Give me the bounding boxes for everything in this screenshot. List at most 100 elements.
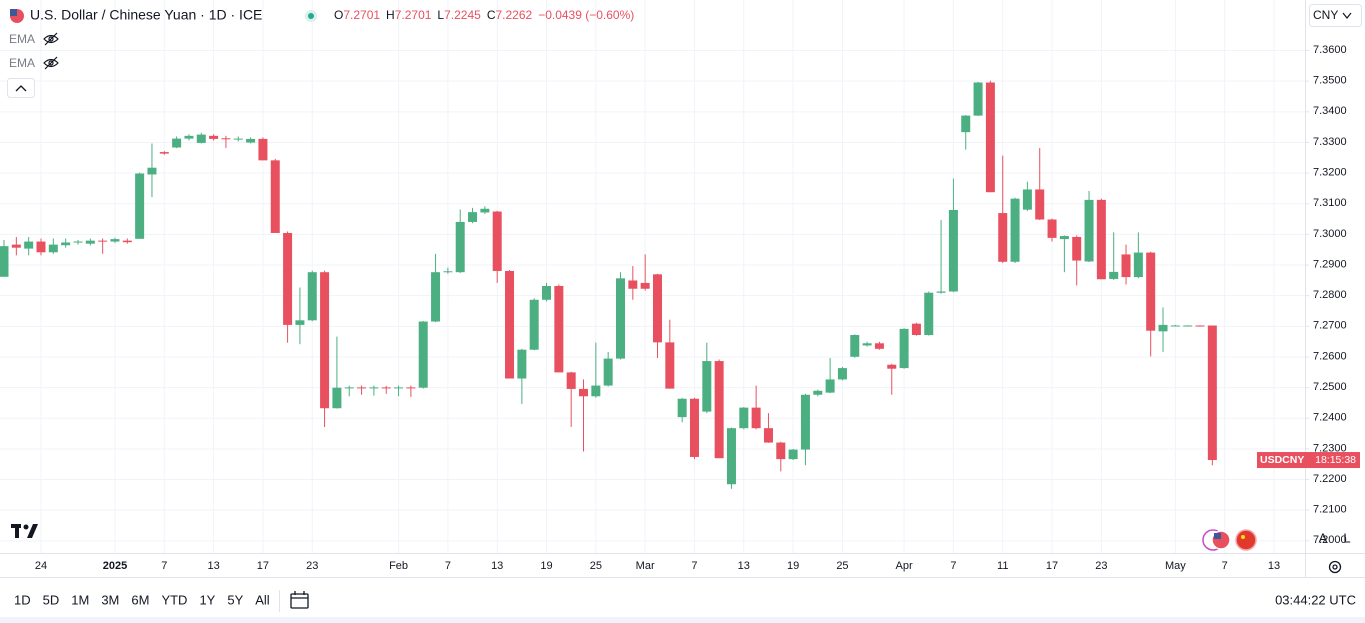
y-tick-label: 7.3300 bbox=[1313, 136, 1347, 148]
candle-body bbox=[1010, 198, 1020, 262]
candle-body bbox=[591, 385, 601, 397]
ohlc-legend: O7.2701 H7.2701 L7.2245 C7.2262 −0.0439 (−0.… bbox=[334, 8, 634, 22]
candle-body bbox=[517, 349, 527, 379]
candle-body bbox=[936, 291, 946, 293]
candle-body bbox=[320, 272, 330, 409]
candle-body bbox=[172, 138, 182, 148]
candle-body bbox=[369, 387, 379, 389]
bottom-strip bbox=[0, 617, 1365, 623]
range-button[interactable]: 1D bbox=[14, 592, 31, 607]
y-tick-label: 7.2300 bbox=[1313, 442, 1347, 454]
scale-buttons[interactable]: A L bbox=[1319, 530, 1351, 545]
x-tick-label: Mar bbox=[636, 560, 655, 572]
y-tick-label: 7.2500 bbox=[1313, 381, 1347, 393]
price-axis: 7.2000 7.2100 7.2200 7.2300 7.2400 7.2500 7.26… bbox=[1305, 44, 1347, 546]
candle-body bbox=[566, 372, 576, 389]
x-tick-label: 2025 bbox=[103, 560, 127, 572]
price-label-box bbox=[1257, 452, 1360, 469]
candle-body bbox=[837, 368, 847, 380]
candle-body bbox=[431, 272, 441, 322]
symbol-title: U.S. Dollar / Chinese Yuan · 1D · ICE bbox=[30, 7, 262, 23]
range-button[interactable]: 1M bbox=[71, 592, 89, 607]
range-toolbar: 1D 5D 1M 3M 6M YTD 1Y 5Y All bbox=[14, 592, 270, 607]
candle-body bbox=[11, 244, 21, 248]
ohlc-value: 7.2701 bbox=[395, 8, 432, 22]
candle-body bbox=[800, 394, 810, 450]
x-tick-label: 7 bbox=[950, 560, 956, 572]
range-button[interactable]: 5Y bbox=[227, 592, 243, 607]
candle-body bbox=[221, 138, 231, 140]
range-button[interactable]: 3M bbox=[101, 592, 119, 607]
candle-body bbox=[1183, 325, 1193, 327]
ohlc-value: 7.2245 bbox=[444, 8, 481, 22]
x-tick-label: 7 bbox=[1222, 560, 1228, 572]
candle-body bbox=[270, 160, 280, 233]
candle-body bbox=[1072, 236, 1082, 261]
ohlc-label: H bbox=[386, 8, 395, 22]
ohlc-value: 7.2701 bbox=[343, 8, 380, 22]
candle-body bbox=[1109, 271, 1119, 279]
auto-scale-button[interactable]: A bbox=[1319, 530, 1328, 545]
candle-body bbox=[948, 209, 958, 292]
candle-body bbox=[48, 244, 58, 253]
candle-body bbox=[726, 428, 736, 485]
candle-body bbox=[394, 387, 404, 389]
candle-body bbox=[418, 321, 428, 388]
candle-body bbox=[862, 343, 872, 346]
candle-body bbox=[1121, 254, 1131, 278]
indicator-name: EMA bbox=[9, 56, 35, 70]
currency-flags bbox=[1202, 529, 1257, 551]
y-tick-label: 7.2100 bbox=[1313, 504, 1347, 516]
y-tick-label: 7.3100 bbox=[1313, 197, 1347, 209]
candle-body bbox=[1146, 252, 1156, 331]
candle-body bbox=[603, 358, 613, 386]
currency-label[interactable]: CNY bbox=[1313, 8, 1338, 22]
candle-body bbox=[443, 271, 453, 273]
candle-body bbox=[233, 138, 243, 140]
candle-body bbox=[184, 135, 194, 139]
x-tick-label: Apr bbox=[896, 560, 913, 572]
x-tick-label: 19 bbox=[787, 560, 799, 572]
range-button[interactable]: All bbox=[255, 592, 270, 607]
candle-body bbox=[689, 398, 699, 457]
y-tick-label: 7.2800 bbox=[1313, 289, 1347, 301]
candle-body bbox=[1035, 189, 1045, 220]
currency-button[interactable]: CNY bbox=[1309, 4, 1362, 27]
settings-icon[interactable] bbox=[1328, 560, 1342, 574]
candles bbox=[0, 80, 1217, 489]
candle-body bbox=[961, 115, 971, 133]
y-tick-label: 7.3200 bbox=[1313, 167, 1347, 179]
x-tick-label: 13 bbox=[207, 560, 219, 572]
candle-body bbox=[344, 387, 354, 389]
range-button[interactable]: 5D bbox=[43, 592, 60, 607]
candle-body bbox=[825, 379, 835, 393]
tradingview-logo bbox=[11, 524, 38, 538]
candle-body bbox=[1195, 325, 1205, 327]
candle-body bbox=[924, 292, 934, 336]
range-button[interactable]: 6M bbox=[131, 592, 149, 607]
candle-body bbox=[357, 387, 367, 389]
range-button[interactable]: YTD bbox=[161, 592, 187, 607]
candle-body bbox=[985, 82, 995, 193]
candle-body bbox=[159, 152, 169, 154]
candle-body bbox=[209, 135, 219, 139]
candle-body bbox=[776, 442, 786, 460]
candle-body bbox=[788, 449, 798, 460]
log-scale-button[interactable]: L bbox=[1343, 530, 1350, 545]
candle-body bbox=[874, 343, 884, 349]
candle-body bbox=[813, 390, 823, 395]
candle-body bbox=[24, 241, 34, 249]
hidden-eye-icon[interactable] bbox=[43, 32, 59, 70]
collapse-button[interactable] bbox=[7, 78, 35, 98]
candle-body bbox=[135, 173, 145, 239]
date-range-icon[interactable] bbox=[290, 591, 309, 609]
y-tick-label: 7.2700 bbox=[1313, 320, 1347, 332]
ohlc-label: C bbox=[487, 8, 496, 22]
candle-body bbox=[702, 361, 712, 412]
range-button[interactable]: 1Y bbox=[199, 592, 215, 607]
candle-body bbox=[887, 364, 897, 369]
x-tick-label: 25 bbox=[590, 560, 602, 572]
candle-body bbox=[85, 240, 95, 244]
